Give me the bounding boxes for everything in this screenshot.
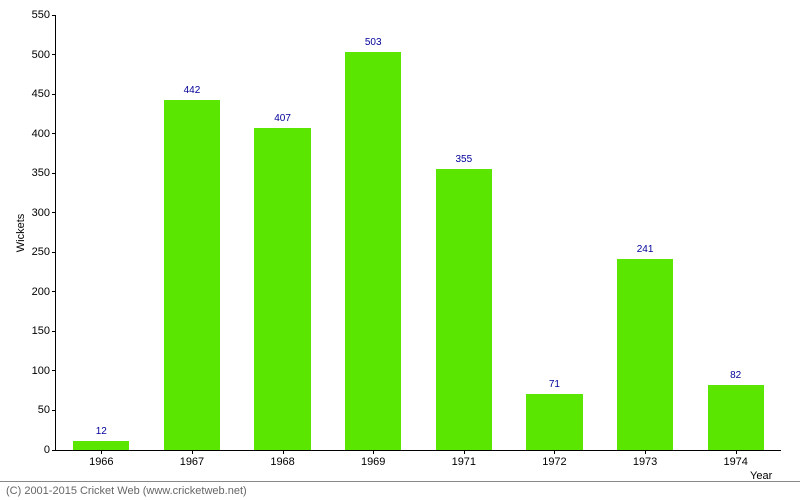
y-axis-label: Wickets [15,213,27,252]
bar: 12 [73,441,129,450]
bar-value-label: 71 [549,379,560,394]
bar-value-label: 241 [637,244,654,259]
bar-value-label: 442 [184,85,201,100]
y-tick-label: 200 [32,286,56,298]
y-tick-label: 450 [32,88,56,100]
bar: 241 [617,259,673,450]
bar-value-label: 12 [96,426,107,441]
bar-value-label: 407 [274,113,291,128]
y-tick-label: 300 [32,207,56,219]
x-tick-label: 1967 [180,450,204,468]
y-tick-label: 50 [38,404,56,416]
bar: 407 [254,128,310,450]
bar: 503 [345,52,401,450]
bar: 71 [526,394,582,450]
x-tick-label: 1966 [89,450,113,468]
x-tick-label: 1969 [361,450,385,468]
bar: 355 [436,169,492,450]
bar-value-label: 82 [730,370,741,385]
y-tick-label: 250 [32,246,56,258]
x-tick-label: 1972 [542,450,566,468]
y-tick-label: 100 [32,365,56,377]
plot-area: 0501001502002503003504004505005501966121… [55,15,781,451]
x-tick-label: 1968 [270,450,294,468]
y-tick-label: 550 [32,9,56,21]
footer-copyright: (C) 2001-2015 Cricket Web (www.cricketwe… [0,481,800,500]
y-tick-label: 350 [32,167,56,179]
x-tick-label: 1974 [723,450,747,468]
bar-value-label: 355 [455,154,472,169]
x-tick-label: 1971 [452,450,476,468]
y-tick-label: 400 [32,128,56,140]
bar: 442 [164,100,220,450]
chart-container: 0501001502002503003504004505005501966121… [0,0,800,500]
y-tick-label: 0 [44,444,56,456]
x-tick-label: 1973 [633,450,657,468]
y-tick-label: 150 [32,325,56,337]
bar-value-label: 503 [365,37,382,52]
bar: 82 [708,385,764,450]
y-tick-label: 500 [32,49,56,61]
